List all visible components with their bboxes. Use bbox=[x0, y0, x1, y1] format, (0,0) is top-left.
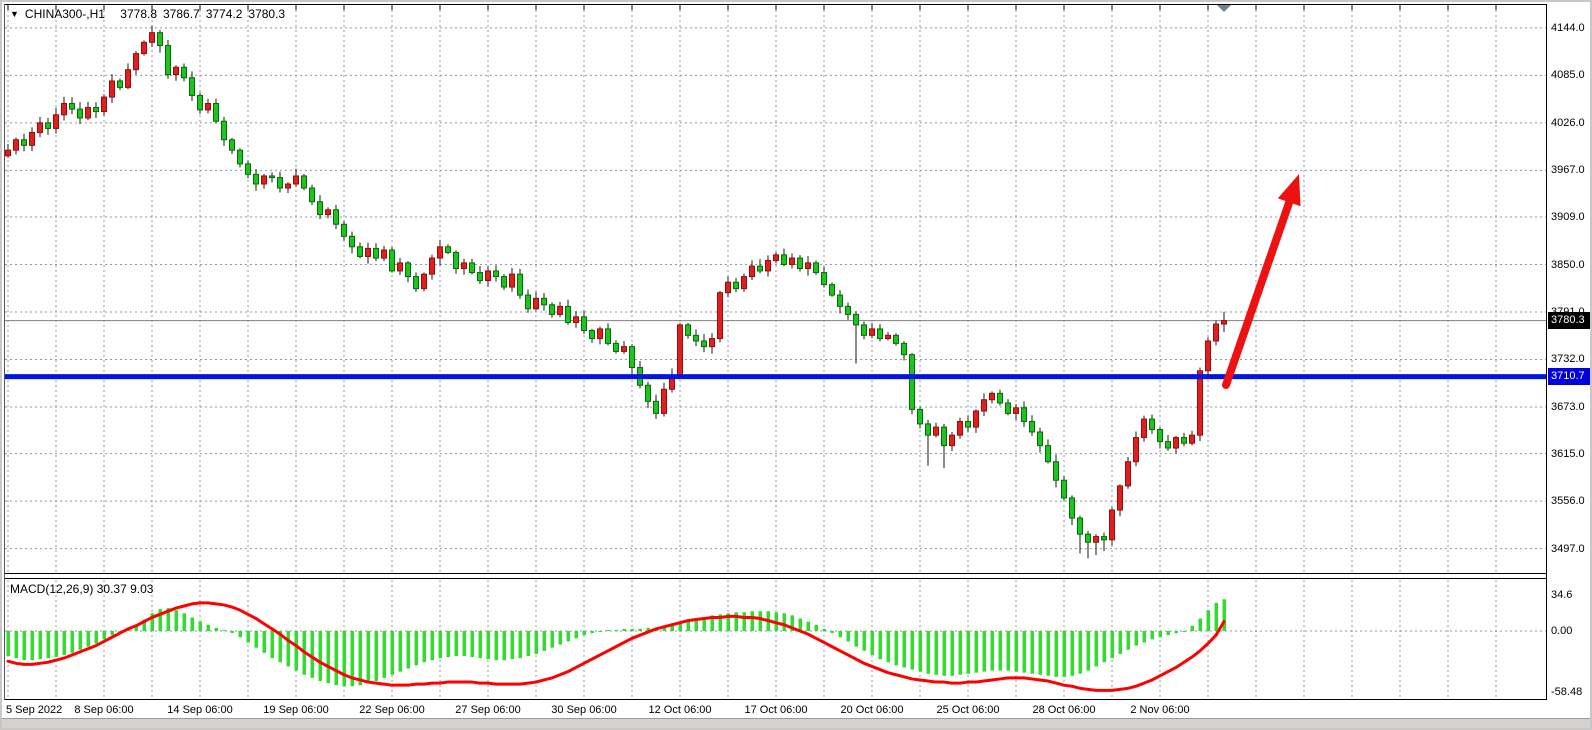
last-bar-marker-icon bbox=[1217, 5, 1231, 12]
date-axis-label: 19 Sep 06:00 bbox=[263, 704, 329, 716]
candles-layer bbox=[5, 25, 1227, 559]
current-price-badge: 3780.3 bbox=[1548, 312, 1590, 330]
date-axis-label: 17 Oct 06:00 bbox=[744, 704, 808, 716]
macd-indicator-label: MACD(12,26,9) 30.37 9.03 bbox=[10, 582, 153, 596]
date-axis-label: 2 Nov 06:00 bbox=[1130, 704, 1190, 716]
window-bottom-strip bbox=[2, 718, 1590, 728]
macd-signal-line bbox=[6, 601, 1226, 692]
macd-main-value: 30.37 bbox=[96, 582, 127, 596]
price-axis-label: 3497.0 bbox=[1551, 542, 1585, 555]
date-axis-label: 8 Sep 06:00 bbox=[74, 704, 134, 716]
date-axis-label: 27 Sep 06:00 bbox=[455, 704, 521, 716]
date-axis-label: 20 Oct 06:00 bbox=[840, 704, 904, 716]
symbol-timeframe-label: CHINA300-,H1 bbox=[24, 7, 105, 21]
macd-signal-value: 9.03 bbox=[130, 582, 154, 596]
ohlc-high: 3786.7 bbox=[163, 7, 200, 21]
chart-info-bar: ▼ CHINA300-,H1 3778.8 3786.7 3774.2 3780.3 bbox=[10, 7, 285, 21]
trend-arrow[interactable] bbox=[1222, 174, 1301, 389]
macd-name: MACD(12,26,9) bbox=[10, 582, 94, 596]
chart-collapse-icon[interactable]: ▼ bbox=[10, 9, 19, 19]
price-axis-label: 3791.0 bbox=[1551, 306, 1585, 318]
date-axis-label: 25 Oct 06:00 bbox=[936, 704, 1000, 716]
grid-layer bbox=[5, 10, 1546, 698]
price-axis-label: 4085.0 bbox=[1551, 69, 1585, 82]
macd-axis-label: 0.00 bbox=[1551, 625, 1573, 637]
price-axis-label: 3556.0 bbox=[1551, 495, 1585, 508]
date-axis-label: 30 Sep 06:00 bbox=[551, 704, 617, 716]
ohlc-open: 3778.8 bbox=[120, 7, 157, 21]
support-resistance-line[interactable] bbox=[5, 374, 1546, 380]
price-axis-label: 3967.0 bbox=[1551, 164, 1585, 177]
date-axis-label: 14 Sep 06:00 bbox=[167, 704, 233, 716]
panel-frame bbox=[4, 4, 1551, 704]
price-axis-label: 3909.0 bbox=[1551, 211, 1585, 223]
price-axis-label: 3732.0 bbox=[1551, 353, 1585, 366]
price-axis[interactable] bbox=[1547, 4, 1590, 699]
date-axis-label: 5 Sep 2022 bbox=[6, 704, 63, 716]
price-axis-label: 4026.0 bbox=[1551, 116, 1585, 129]
date-axis-label: 12 Oct 06:00 bbox=[648, 704, 712, 716]
price-axis-label: 3615.0 bbox=[1551, 447, 1585, 460]
price-axis-label: 4144.0 bbox=[1551, 21, 1585, 34]
date-axis-label: 22 Sep 06:00 bbox=[359, 704, 425, 716]
time-axis[interactable] bbox=[2, 700, 1590, 718]
macd-axis-label: -58.48 bbox=[1551, 685, 1583, 698]
ohlc-close: 3780.3 bbox=[248, 7, 286, 21]
price-axis-label: 3673.0 bbox=[1551, 400, 1585, 413]
support-line-price-badge: 3710.7 bbox=[1548, 368, 1590, 386]
macd-axis-label: 34.6 bbox=[1551, 588, 1573, 601]
ohlc-low: 3774.2 bbox=[205, 7, 243, 21]
date-axis-label: 28 Oct 06:00 bbox=[1032, 704, 1096, 716]
price-axis-label: 3850.0 bbox=[1551, 258, 1585, 271]
macd-histogram-layer bbox=[6, 599, 1226, 687]
